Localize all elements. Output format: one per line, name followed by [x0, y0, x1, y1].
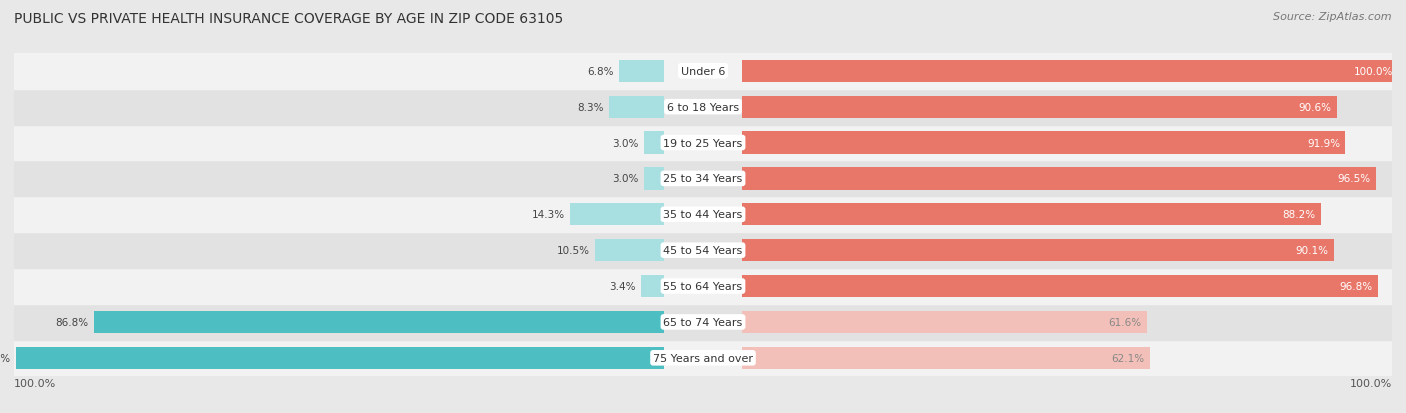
Text: Source: ZipAtlas.com: Source: ZipAtlas.com [1274, 12, 1392, 22]
Bar [742, 96, 1337, 119]
Text: 3.4%: 3.4% [610, 281, 636, 291]
Bar [14, 125, 1392, 161]
Text: 6.8%: 6.8% [588, 66, 614, 76]
Text: 62.1%: 62.1% [1112, 353, 1144, 363]
Text: 3.0%: 3.0% [613, 174, 638, 184]
Text: 100.0%: 100.0% [1354, 66, 1393, 76]
Text: 91.9%: 91.9% [1308, 138, 1340, 148]
Bar [15, 347, 664, 369]
Bar [742, 275, 1378, 297]
Bar [14, 304, 1392, 340]
Text: 6 to 18 Years: 6 to 18 Years [666, 102, 740, 112]
Text: 100.0%: 100.0% [14, 377, 56, 387]
Bar [14, 90, 1392, 125]
Text: 25 to 34 Years: 25 to 34 Years [664, 174, 742, 184]
Text: 45 to 54 Years: 45 to 54 Years [664, 246, 742, 256]
Text: 86.8%: 86.8% [56, 317, 89, 327]
Bar [14, 340, 1392, 376]
Bar [94, 311, 664, 333]
Text: 14.3%: 14.3% [531, 210, 565, 220]
Bar [569, 204, 664, 226]
Text: 19 to 25 Years: 19 to 25 Years [664, 138, 742, 148]
Text: 61.6%: 61.6% [1108, 317, 1142, 327]
Text: 100.0%: 100.0% [1350, 377, 1392, 387]
Bar [742, 347, 1150, 369]
Text: Under 6: Under 6 [681, 66, 725, 76]
Bar [742, 240, 1333, 262]
Bar [14, 197, 1392, 233]
Text: 8.3%: 8.3% [578, 102, 605, 112]
Bar [641, 275, 664, 297]
Bar [742, 60, 1399, 83]
Bar [619, 60, 664, 83]
Text: 55 to 64 Years: 55 to 64 Years [664, 281, 742, 291]
Bar [14, 54, 1392, 90]
Bar [609, 96, 664, 119]
Text: 96.8%: 96.8% [1339, 281, 1372, 291]
Bar [14, 233, 1392, 268]
Text: 98.7%: 98.7% [0, 353, 11, 363]
Bar [14, 161, 1392, 197]
Bar [14, 268, 1392, 304]
Text: 88.2%: 88.2% [1282, 210, 1316, 220]
Text: PUBLIC VS PRIVATE HEALTH INSURANCE COVERAGE BY AGE IN ZIP CODE 63105: PUBLIC VS PRIVATE HEALTH INSURANCE COVER… [14, 12, 564, 26]
Text: 96.5%: 96.5% [1337, 174, 1371, 184]
Bar [742, 311, 1146, 333]
Text: 3.0%: 3.0% [613, 138, 638, 148]
Bar [644, 132, 664, 154]
Text: 90.6%: 90.6% [1299, 102, 1331, 112]
Text: 90.1%: 90.1% [1295, 246, 1329, 256]
Text: 10.5%: 10.5% [557, 246, 589, 256]
Bar [742, 132, 1346, 154]
Text: 65 to 74 Years: 65 to 74 Years [664, 317, 742, 327]
Text: 35 to 44 Years: 35 to 44 Years [664, 210, 742, 220]
Bar [742, 168, 1375, 190]
Bar [644, 168, 664, 190]
Bar [595, 240, 664, 262]
Bar [742, 204, 1322, 226]
Text: 75 Years and over: 75 Years and over [652, 353, 754, 363]
